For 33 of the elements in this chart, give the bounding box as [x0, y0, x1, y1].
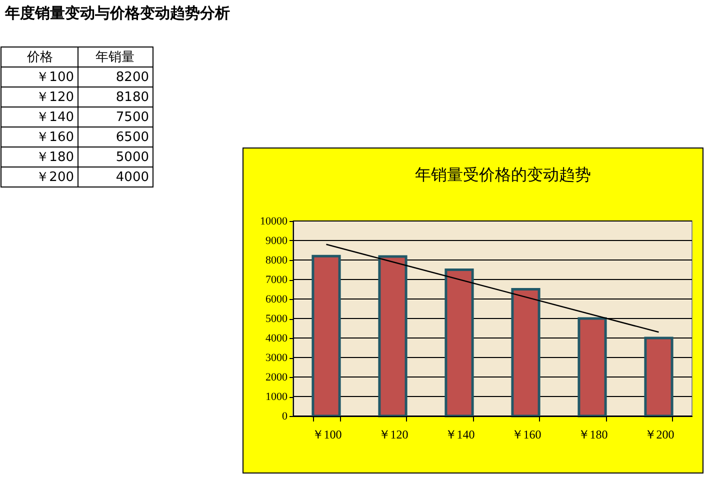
y-tick-label: 10000 — [260, 216, 288, 228]
text: 8200 — [116, 70, 149, 85]
y-tick-label: 9000 — [266, 235, 288, 247]
x-tick-label: ￥200 — [644, 428, 674, 442]
x-tick-label: ￥160 — [511, 428, 542, 442]
category-label: ￥120 — [36, 90, 74, 105]
y-tick-label: 7000 — [266, 274, 288, 286]
text: 5000 — [116, 150, 149, 165]
y-tick-label: 4000 — [266, 332, 288, 344]
category-label: ￥200 — [36, 170, 74, 185]
y-tick-label: 0 — [282, 410, 288, 422]
text: 7500 — [116, 110, 149, 125]
text: 年度销量变动与价格变动趋势分析 — [4, 4, 230, 22]
x-tick-label: ￥180 — [578, 428, 608, 442]
y-tick-label: 8000 — [266, 254, 288, 266]
text: 6500 — [116, 130, 149, 145]
text: 价格 — [26, 50, 53, 65]
y-tick-label: 3000 — [266, 352, 288, 364]
x-tick-label: ￥140 — [444, 428, 475, 442]
x-tick-label: ￥100 — [312, 428, 342, 442]
chart-title: 年销量受价格的变动趋势 — [415, 166, 591, 184]
y-tick-label: 5000 — [266, 313, 288, 325]
text: 8180 — [116, 90, 149, 105]
category-label: ￥100 — [36, 70, 74, 85]
y-tick-label: 1000 — [266, 391, 288, 403]
y-tick-label: 2000 — [266, 372, 288, 384]
y-tick-label: 6000 — [266, 294, 288, 306]
text: 年销量 — [96, 50, 134, 65]
x-tick-label: ￥120 — [378, 428, 408, 442]
text: 4000 — [116, 170, 149, 185]
category-label: ￥160 — [36, 130, 74, 145]
category-label: ￥140 — [36, 110, 74, 125]
category-label: ￥180 — [36, 150, 74, 165]
